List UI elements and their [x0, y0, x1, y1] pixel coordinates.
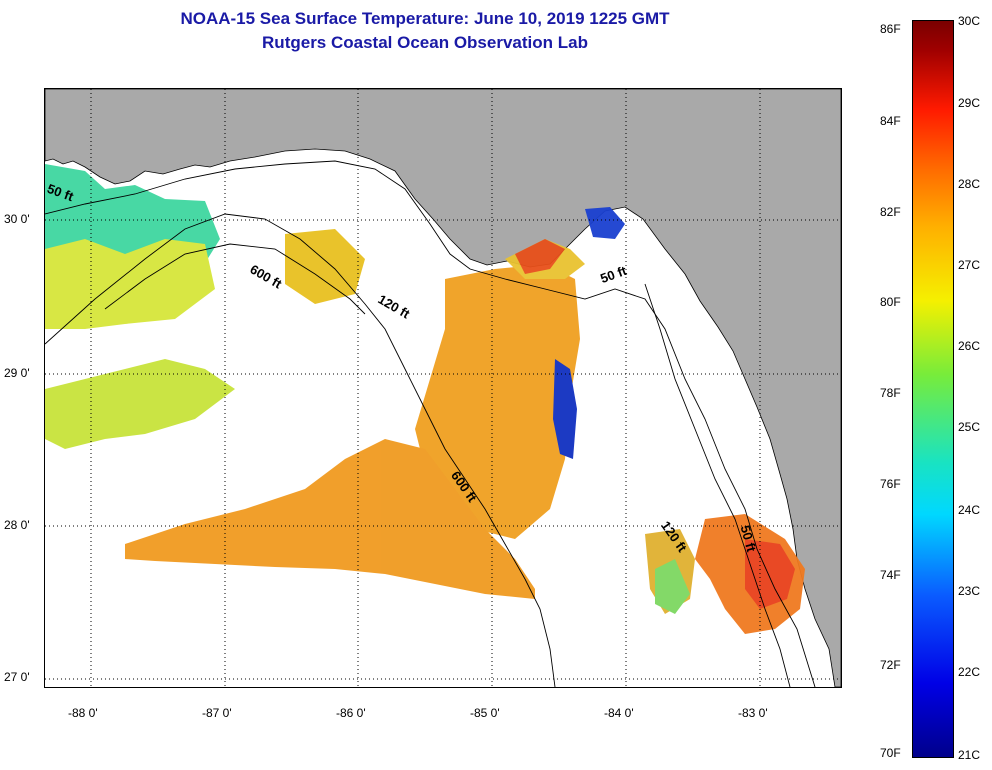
map-canvas [45, 89, 841, 687]
lat-label: 30 0' [4, 212, 30, 226]
colorbar-label-c: 28C [958, 177, 981, 191]
sst-map[interactable]: 50 ft 600 ft 120 ft 50 ft 600 ft 120 ft … [44, 88, 842, 688]
sst-patch-tampa-west-green [655, 559, 690, 614]
lon-label: -87 0' [202, 706, 232, 720]
temperature-colorbar [912, 20, 954, 758]
colorbar-label-f: 84F [880, 114, 901, 128]
sst-patch-bigbend-warm [515, 239, 565, 274]
grid-lines [45, 89, 841, 687]
sst-patch-central [415, 264, 580, 539]
lon-label: -83 0' [738, 706, 768, 720]
lon-label: -84 0' [604, 706, 634, 720]
lon-label: -86 0' [336, 706, 366, 720]
colorbar-label-c: 25C [958, 420, 981, 434]
sst-patch-west-yellow [45, 239, 215, 329]
lat-label: 28 0' [4, 518, 30, 532]
colorbar-label-f: 76F [880, 477, 901, 491]
sst-patch-tampa-hot [745, 539, 795, 609]
depth-contours [45, 160, 816, 687]
lon-label: -85 0' [470, 706, 500, 720]
colorbar-label-f: 70F [880, 746, 901, 760]
colorbar-label-c: 26C [958, 339, 981, 353]
colorbar-label-c: 23C [958, 584, 981, 598]
colorbar-label-f: 86F [880, 22, 901, 36]
colorbar-label-c: 29C [958, 96, 981, 110]
colorbar-label-f: 72F [880, 658, 901, 672]
sst-patch-sw [45, 359, 235, 449]
lat-label: 29 0' [4, 366, 30, 380]
colorbar-label-f: 78F [880, 386, 901, 400]
sst-patch-coast-blue [553, 359, 577, 459]
colorbar-label-c: 24C [958, 503, 981, 517]
sst-patch-bigbend-blue [585, 207, 625, 239]
sst-patch-center-north [285, 229, 365, 304]
lon-label: -88 0' [68, 706, 98, 720]
colorbar-label-f: 74F [880, 568, 901, 582]
colorbar-label-c: 30C [958, 14, 981, 28]
lat-label: 27 0' [4, 670, 30, 684]
sst-patch-south-band [125, 439, 535, 599]
colorbar-label-c: 22C [958, 665, 981, 679]
colorbar-label-f: 82F [880, 205, 901, 219]
colorbar-label-c: 27C [958, 258, 981, 272]
chart-title: NOAA-15 Sea Surface Temperature: June 10… [180, 9, 670, 28]
colorbar-label-f: 80F [880, 295, 901, 309]
chart-subtitle: Rutgers Coastal Ocean Observation Lab [262, 33, 588, 52]
colorbar-label-c: 21C [958, 748, 981, 762]
